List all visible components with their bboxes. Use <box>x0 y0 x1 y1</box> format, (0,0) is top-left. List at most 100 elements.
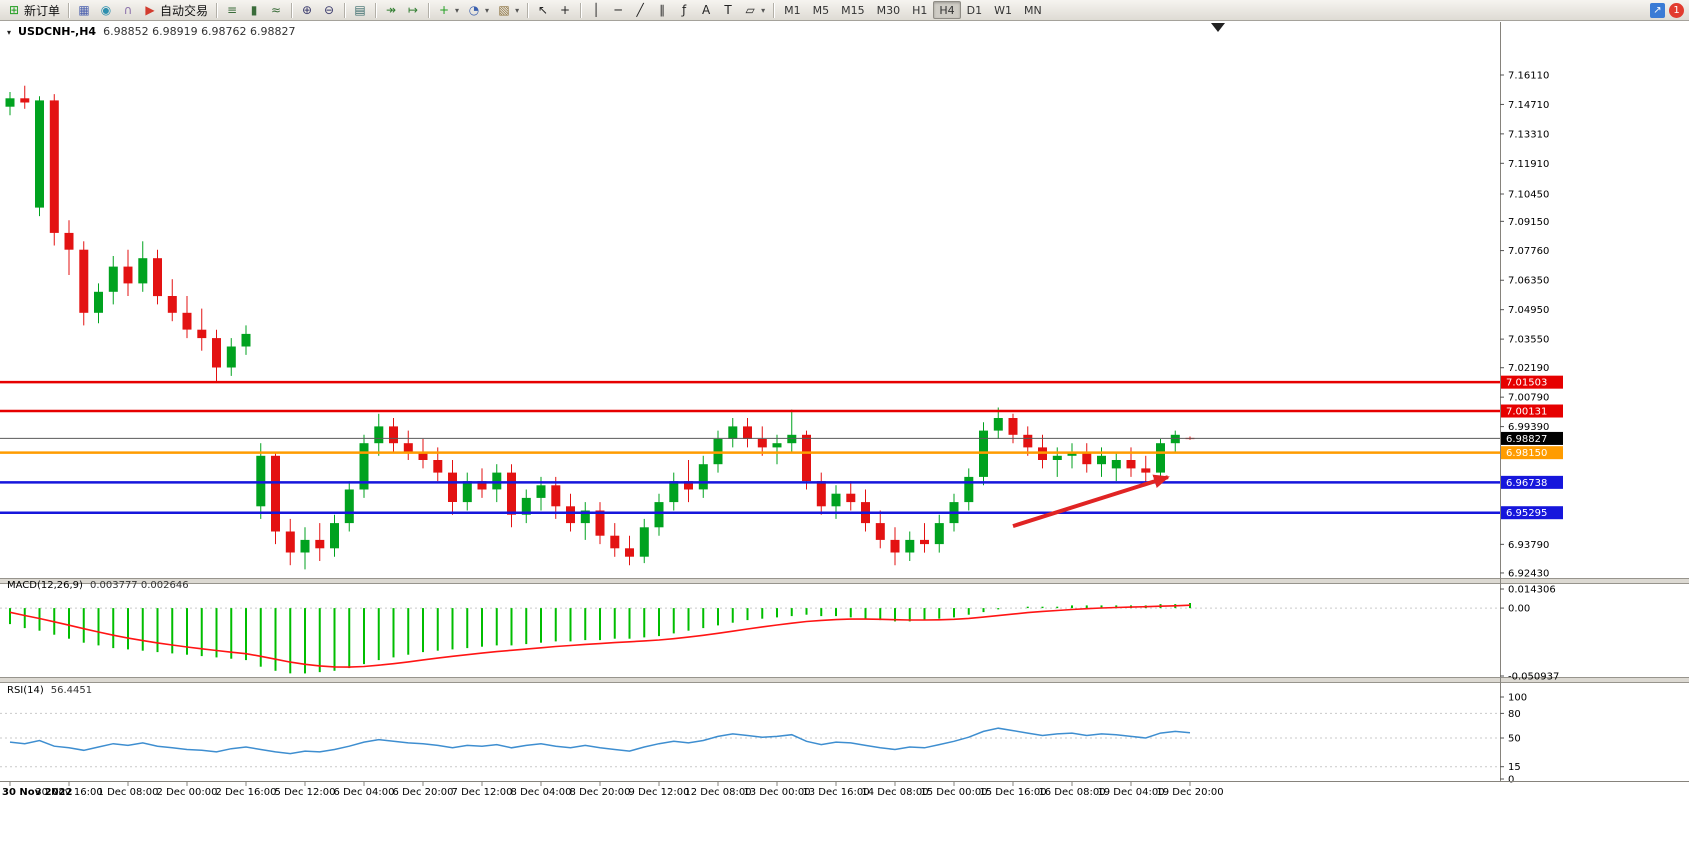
price-axis-label: 7.00790 <box>1508 393 1549 404</box>
price-level-badge <box>1501 446 1563 460</box>
chart-shift-button[interactable]: ↦ <box>402 1 424 19</box>
shapes-icon: ▱ <box>745 3 755 17</box>
price-level-badge <box>1501 506 1563 520</box>
horizontal-line-icon: ─ <box>614 3 622 17</box>
channel-tool-button[interactable]: ∥ <box>651 1 673 19</box>
timeframe-mn-button[interactable]: MN <box>1024 3 1042 17</box>
time-axis-label: 9 Dec 12:00 <box>629 787 690 798</box>
price-axis-label: 6.93790 <box>1508 540 1549 551</box>
zoom-out-button[interactable]: ⊖ <box>318 1 340 19</box>
candlesticks <box>5 85 1195 570</box>
price-axis-label: 7.16110 <box>1508 70 1549 81</box>
panel-separator[interactable] <box>0 578 1689 584</box>
client-support-button[interactable]: ∩ <box>117 1 139 19</box>
trendline-icon: ╱ <box>636 3 644 17</box>
text-icon: A <box>701 3 711 17</box>
time-axis-label: 8 Dec 04:00 <box>511 787 572 798</box>
main-toolbar: ⊞ 新订单 ▦ ◉ ∩ ▶ 自动交易 ≡ ▮ ≈ ⊕ ⊖ ▤ ↠ ↦ + ▾ ◔ ▾ ▧ ▾ ↖ + │ ─ ╱ ∥ ƒ A T ▱ ▾ M1 M… <box>0 0 1689 21</box>
timeframe-h1-button[interactable]: H1 <box>912 3 928 17</box>
templates-button[interactable]: ▧ ▾ <box>493 1 523 19</box>
toolbar-separator <box>773 2 775 18</box>
panel-separator[interactable] <box>0 677 1689 683</box>
candles-mode-button[interactable]: ▮ <box>243 1 265 19</box>
time-axis-scale[interactable] <box>0 782 1689 802</box>
timeframe-m30-button[interactable]: M30 <box>876 3 901 17</box>
macd-histogram <box>9 603 1191 674</box>
chart-shift-icon: ↦ <box>408 3 419 17</box>
chart-window-button[interactable]: ▦ <box>73 1 95 19</box>
chart-shift-marker[interactable] <box>1211 23 1225 32</box>
new-order-button[interactable]: ⊞ 新订单 <box>3 1 64 19</box>
vertical-line-tool-button[interactable]: │ <box>585 1 607 19</box>
price-axis-label: 6.92430 <box>1508 568 1549 579</box>
macd-label: MACD(12,26,9) <box>7 580 83 591</box>
market-watch-button[interactable]: ◉ <box>95 1 117 19</box>
periods-button[interactable]: ◔ ▾ <box>463 1 493 19</box>
price-level-badge-text: 6.96738 <box>1506 478 1547 489</box>
tile-windows-icon: ▤ <box>354 3 366 17</box>
label-icon: T <box>724 3 732 17</box>
horizontal-line-tool-button[interactable]: ─ <box>607 1 629 19</box>
timeframe-d1-button[interactable]: D1 <box>966 3 983 17</box>
label-tool-button[interactable]: T <box>717 1 739 19</box>
line-mode-button[interactable]: ≈ <box>265 1 287 19</box>
rsi-axis-label: 80 <box>1508 709 1521 720</box>
price-axis-label: 7.06350 <box>1508 276 1549 287</box>
timeframe-m5-button[interactable]: M5 <box>812 3 830 17</box>
time-axis-label: 15 Dec 00:00 <box>920 787 987 798</box>
time-axis-label: 6 Dec 04:00 <box>334 787 395 798</box>
macd-axis-label: 0.014306 <box>1508 585 1556 596</box>
one-click-trading-toggle[interactable]: ▾ <box>7 28 12 37</box>
time-axis-label: 7 Dec 12:00 <box>452 787 513 798</box>
dropdown-caret-icon: ▾ <box>515 5 520 15</box>
toolbar-separator <box>216 2 218 18</box>
timeframe-m1-button[interactable]: M1 <box>784 3 801 17</box>
time-axis-label: 2 Dec 16:00 <box>216 787 277 798</box>
price-axis-label: 7.14710 <box>1508 100 1549 111</box>
time-axis-label: 15 Dec 16:00 <box>979 787 1046 798</box>
tile-windows-button[interactable]: ▤ <box>349 1 371 19</box>
time-axis-label: 13 Dec 00:00 <box>743 787 810 798</box>
macd-signal-line <box>9 604 1191 668</box>
cursor-tool-button[interactable]: ↖ <box>532 1 554 19</box>
auto-trading-button[interactable]: ▶ 自动交易 <box>139 1 212 19</box>
fibonacci-icon: ƒ <box>681 3 687 17</box>
time-axis-label: 6 Dec 20:00 <box>393 787 454 798</box>
text-tool-button[interactable]: A <box>695 1 717 19</box>
time-axis-label: 8 Dec 20:00 <box>570 787 631 798</box>
clock-icon: ◔ <box>468 3 480 17</box>
price-axis-label: 7.11910 <box>1508 159 1549 170</box>
price-level-badge-text: 6.98827 <box>1506 434 1547 445</box>
time-axis-label: 2 Dec 00:00 <box>157 787 218 798</box>
fibonacci-tool-button[interactable]: ƒ <box>673 1 695 19</box>
timeframe-m15-button[interactable]: M15 <box>841 3 865 17</box>
price-axis-label: 7.07760 <box>1508 246 1549 257</box>
zoom-out-icon: ⊖ <box>324 3 335 17</box>
notification-badge-icon[interactable]: 1 <box>1669 2 1684 18</box>
timeframe-h4-button[interactable]: H4 <box>933 1 961 19</box>
trend-arrow-annotation[interactable] <box>1012 474 1170 529</box>
macd-values: 0.003777 0.002646 <box>89 580 189 591</box>
toolbar-separator <box>291 2 293 18</box>
price-level-badge-text: 7.00131 <box>1506 407 1547 418</box>
price-level-badge <box>1501 475 1563 489</box>
toolbar-separator <box>68 2 70 18</box>
timeframe-w1-button[interactable]: W1 <box>994 3 1012 17</box>
crosshair-icon: + <box>560 3 571 17</box>
zoom-in-button[interactable]: ⊕ <box>296 1 318 19</box>
trendline-tool-button[interactable]: ╱ <box>629 1 651 19</box>
price-axis-label: 7.09150 <box>1508 217 1549 228</box>
shapes-button[interactable]: ▱ ▾ <box>739 1 769 19</box>
rsi-axis-label: 100 <box>1508 693 1527 704</box>
time-axis-label: 12 Dec 08:00 <box>684 787 751 798</box>
vertical-line-icon: │ <box>592 3 600 17</box>
dropdown-caret-icon: ▾ <box>485 5 490 15</box>
mobile-app-icon[interactable]: ↗ <box>1650 2 1665 18</box>
price-axis-scale[interactable] <box>1500 22 1689 781</box>
auto-scroll-button[interactable]: ↠ <box>380 1 402 19</box>
bars-mode-button[interactable]: ≡ <box>221 1 243 19</box>
crosshair-tool-button[interactable]: + <box>554 1 576 19</box>
indicators-button[interactable]: + ▾ <box>433 1 463 19</box>
